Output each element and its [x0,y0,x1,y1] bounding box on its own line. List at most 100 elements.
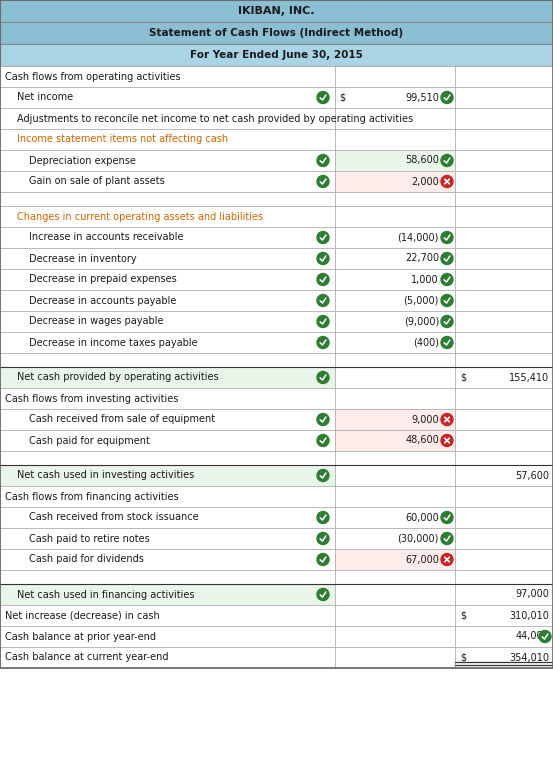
Circle shape [317,316,329,328]
Bar [455,150,553,171]
Text: Cash received from sale of equipment: Cash received from sale of equipment [29,415,215,425]
Circle shape [441,512,453,523]
Circle shape [441,336,453,348]
Bar [455,353,553,367]
Bar [0,626,335,647]
Circle shape [317,470,329,481]
Bar [335,171,455,192]
Text: 67,000: 67,000 [405,555,439,565]
Text: $: $ [339,92,345,102]
Text: Net cash used in investing activities: Net cash used in investing activities [17,471,194,481]
Bar [455,206,553,227]
Bar [455,584,553,605]
Text: Cash paid to retire notes: Cash paid to retire notes [29,533,150,543]
Bar [0,388,335,409]
Text: Net cash provided by operating activities: Net cash provided by operating activitie… [17,373,218,383]
Text: Net cash used in financing activities: Net cash used in financing activities [17,590,195,600]
Text: Cash flows from operating activities: Cash flows from operating activities [5,72,181,82]
Circle shape [441,154,453,167]
Bar [455,409,553,430]
Bar [455,227,553,248]
Bar [455,192,553,206]
Text: 310,010: 310,010 [509,610,549,620]
Bar [455,87,553,108]
Bar [335,129,455,150]
Circle shape [317,92,329,103]
Text: Cash flows from financing activities: Cash flows from financing activities [5,491,179,501]
Circle shape [317,231,329,244]
Text: Decrease in income taxes payable: Decrease in income taxes payable [29,338,197,348]
Bar [335,486,455,507]
Text: IKIBAN, INC.: IKIBAN, INC. [238,6,315,16]
Circle shape [441,413,453,426]
Bar [455,549,553,570]
Text: 57,600: 57,600 [515,471,549,481]
Bar [0,332,335,353]
Text: Changes in current operating assets and liabilities: Changes in current operating assets and … [17,212,263,222]
Text: 58,600: 58,600 [405,156,439,166]
Circle shape [441,92,453,103]
Bar [0,248,335,269]
Bar [335,66,455,87]
Bar [0,269,335,290]
Bar [335,451,455,465]
Circle shape [317,371,329,384]
Circle shape [441,316,453,328]
Text: $: $ [460,610,466,620]
Circle shape [317,154,329,167]
Bar [335,353,455,367]
Bar [335,409,455,430]
Bar [0,66,335,87]
Circle shape [441,252,453,264]
Text: 9,000: 9,000 [411,415,439,425]
Text: Depreciation expense: Depreciation expense [29,156,136,166]
Bar [0,129,335,150]
Bar [455,311,553,332]
Circle shape [317,435,329,446]
Circle shape [441,231,453,244]
Text: Gain on sale of plant assets: Gain on sale of plant assets [29,176,165,186]
Text: 97,000: 97,000 [515,590,549,600]
Text: Cash paid for dividends: Cash paid for dividends [29,555,144,565]
Text: Cash balance at prior year-end: Cash balance at prior year-end [5,632,156,642]
Bar [0,528,335,549]
Bar [335,290,455,311]
Circle shape [441,274,453,286]
Bar [0,87,335,108]
Circle shape [317,252,329,264]
Bar [0,206,335,227]
Bar [335,332,455,353]
Text: $: $ [460,652,466,662]
Text: (400): (400) [413,338,439,348]
Circle shape [317,588,329,601]
Circle shape [317,176,329,187]
Circle shape [317,533,329,545]
Circle shape [317,512,329,523]
Bar [455,430,553,451]
Text: Income statement items not affecting cash: Income statement items not affecting cas… [17,134,228,144]
Bar [0,290,335,311]
Bar [0,192,335,206]
Text: (5,000): (5,000) [404,296,439,306]
Bar [0,0,553,22]
Text: 155,410: 155,410 [509,373,549,383]
Circle shape [441,176,453,187]
Bar [455,528,553,549]
Text: Cash balance at current year-end: Cash balance at current year-end [5,652,169,662]
Bar [0,227,335,248]
Circle shape [317,274,329,286]
Bar [455,626,553,647]
Bar [335,570,455,584]
Bar [0,451,335,465]
Text: 1,000: 1,000 [411,274,439,284]
Bar [0,570,335,584]
Text: Increase in accounts receivable: Increase in accounts receivable [29,232,184,242]
Bar [335,87,455,108]
Text: 354,010: 354,010 [509,652,549,662]
Text: Cash flows from investing activities: Cash flows from investing activities [5,393,179,403]
Bar [335,507,455,528]
Bar [455,570,553,584]
Circle shape [317,553,329,565]
Bar [335,528,455,549]
Text: $: $ [460,373,466,383]
